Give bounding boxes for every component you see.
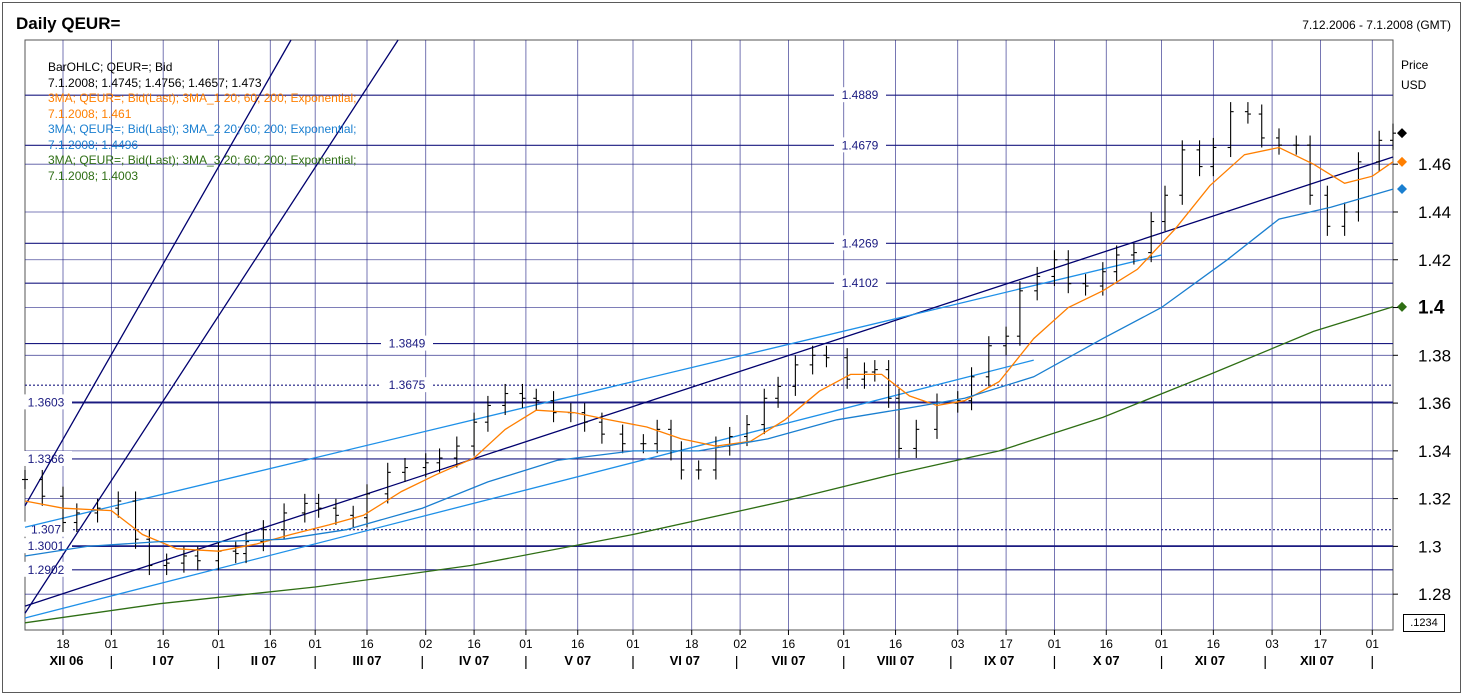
y-tick-label: 1.42 <box>1418 251 1451 270</box>
month-label: II 07 <box>251 653 276 668</box>
level-label: 1.4889 <box>842 88 879 102</box>
trendline <box>24 359 1034 619</box>
level-label: 1.4269 <box>842 236 879 250</box>
x-tick-label: 02 <box>733 637 747 651</box>
last-value-marker <box>1397 156 1407 167</box>
trendline <box>24 39 399 614</box>
x-tick-label: 17 <box>1314 637 1328 651</box>
level-label-bg <box>20 538 72 554</box>
last-value-marker <box>1397 184 1407 195</box>
ma-line-1 <box>24 146 1394 552</box>
month-label: XII 07 <box>1300 653 1334 668</box>
month-label: I 07 <box>152 653 174 668</box>
month-label: X 07 <box>1093 653 1120 668</box>
x-tick-label: 01 <box>212 637 226 651</box>
level-label-bg <box>20 561 72 577</box>
x-tick-label: 18 <box>685 637 699 651</box>
month-label: VII 07 <box>771 653 805 668</box>
legend-ma2-name: 3MA; QEUR=; Bid(Last); 3MA_2 20; 60; 200… <box>48 122 357 136</box>
chart-legend: BarOHLC; QEUR=; Bid 7.1.2008; 1.4745; 1.… <box>48 60 357 184</box>
y-tick-label: 1.38 <box>1418 346 1451 365</box>
level-label: 1.307 <box>31 523 61 537</box>
y-tick-label: 1.3 <box>1418 537 1442 556</box>
legend-ma1-name: 3MA; QEUR=; Bid(Last); 3MA_1 20; 60; 200… <box>48 91 357 105</box>
y-tick-label: 1.28 <box>1418 585 1451 604</box>
month-label: XI 07 <box>1195 653 1225 668</box>
legend-ma3-value: 7.1.2008; 1.4003 <box>48 168 139 183</box>
x-tick-label: 02 <box>419 637 433 651</box>
precision-box[interactable]: .1234 <box>1403 614 1445 632</box>
level-label-bg <box>834 275 886 291</box>
level-label-bg <box>834 137 886 153</box>
x-tick-label: 01 <box>309 637 323 651</box>
legend-ma3-name: 3MA; QEUR=; Bid(Last); 3MA_3 20; 60; 200… <box>48 153 357 167</box>
month-label: VI 07 <box>670 653 700 668</box>
month-label: VIII 07 <box>877 653 915 668</box>
month-label: III 07 <box>353 653 382 668</box>
level-label: 1.3603 <box>28 395 65 409</box>
level-label-bg <box>20 394 72 410</box>
x-tick-label: 17 <box>999 637 1013 651</box>
last-value-marker <box>1397 301 1407 312</box>
y-tick-label: 1.32 <box>1418 490 1451 509</box>
level-label-bg <box>20 450 72 466</box>
y-tick-label: 1.46 <box>1418 155 1451 174</box>
chart-title: Daily QEUR= <box>16 14 121 33</box>
level-label: 1.4679 <box>842 138 879 152</box>
x-tick-label: 16 <box>264 637 278 651</box>
trendline <box>24 156 1394 607</box>
last-close-marker <box>1397 128 1407 139</box>
x-tick-label: 01 <box>626 637 640 651</box>
level-label-bg <box>834 87 886 103</box>
level-label-bg <box>381 335 433 351</box>
legend-ma2-value: 7.1.2008; 1.4496 <box>48 137 139 152</box>
level-label: 1.2902 <box>28 563 65 577</box>
x-tick-label: 16 <box>782 637 796 651</box>
level-label: 1.3366 <box>28 452 65 466</box>
x-tick-label: 01 <box>1155 637 1169 651</box>
x-tick-label: 16 <box>889 637 903 651</box>
x-tick-label: 16 <box>467 637 481 651</box>
x-tick-label: 03 <box>951 637 965 651</box>
month-label: IV 07 <box>459 653 489 668</box>
x-tick-label: 01 <box>519 637 533 651</box>
legend-ohlc-name: BarOHLC; QEUR=; Bid <box>48 60 173 74</box>
month-label: V 07 <box>564 653 591 668</box>
x-tick-label: 01 <box>1366 637 1380 651</box>
x-tick-label: 16 <box>1207 637 1221 651</box>
legend-ohlc-values: 7.1.2008; 1.4745; 1.4756; 1.4657; 1.473 <box>48 75 262 90</box>
y-tick-label: 1.34 <box>1418 442 1451 461</box>
month-label: IX 07 <box>984 653 1014 668</box>
x-tick-label: 01 <box>105 637 119 651</box>
level-label: 1.4102 <box>842 276 879 290</box>
level-label: 1.3849 <box>389 337 426 351</box>
level-label: 1.3675 <box>389 378 426 392</box>
price-axis-label: Price <box>1401 58 1429 72</box>
x-tick-label: 18 <box>56 637 70 651</box>
ma-line-2 <box>24 188 1394 557</box>
plot-area <box>24 39 1394 631</box>
y-tick-label: 1.4 <box>1418 298 1445 319</box>
y-tick-label: 1.44 <box>1418 203 1451 222</box>
legend-ma1-value: 7.1.2008; 1.461 <box>48 106 132 121</box>
x-tick-label: 16 <box>1100 637 1114 651</box>
x-tick-label: 16 <box>571 637 585 651</box>
level-label-bg <box>381 377 433 393</box>
x-tick-label: 16 <box>360 637 374 651</box>
trendline <box>24 254 1162 528</box>
x-tick-label: 01 <box>1048 637 1062 651</box>
y-tick-label: 1.36 <box>1418 394 1451 413</box>
level-label-bg <box>834 235 886 251</box>
date-range: 7.12.2006 - 7.1.2008 (GMT) <box>1302 18 1451 32</box>
level-label: 1.3001 <box>28 539 65 553</box>
x-tick-label: 16 <box>157 637 171 651</box>
ma-line-3 <box>24 306 1394 624</box>
currency-label: USD <box>1401 78 1427 92</box>
trendline <box>24 39 292 507</box>
x-tick-label: 01 <box>837 637 851 651</box>
month-label: XII 06 <box>49 653 83 668</box>
x-tick-label: 03 <box>1265 637 1279 651</box>
